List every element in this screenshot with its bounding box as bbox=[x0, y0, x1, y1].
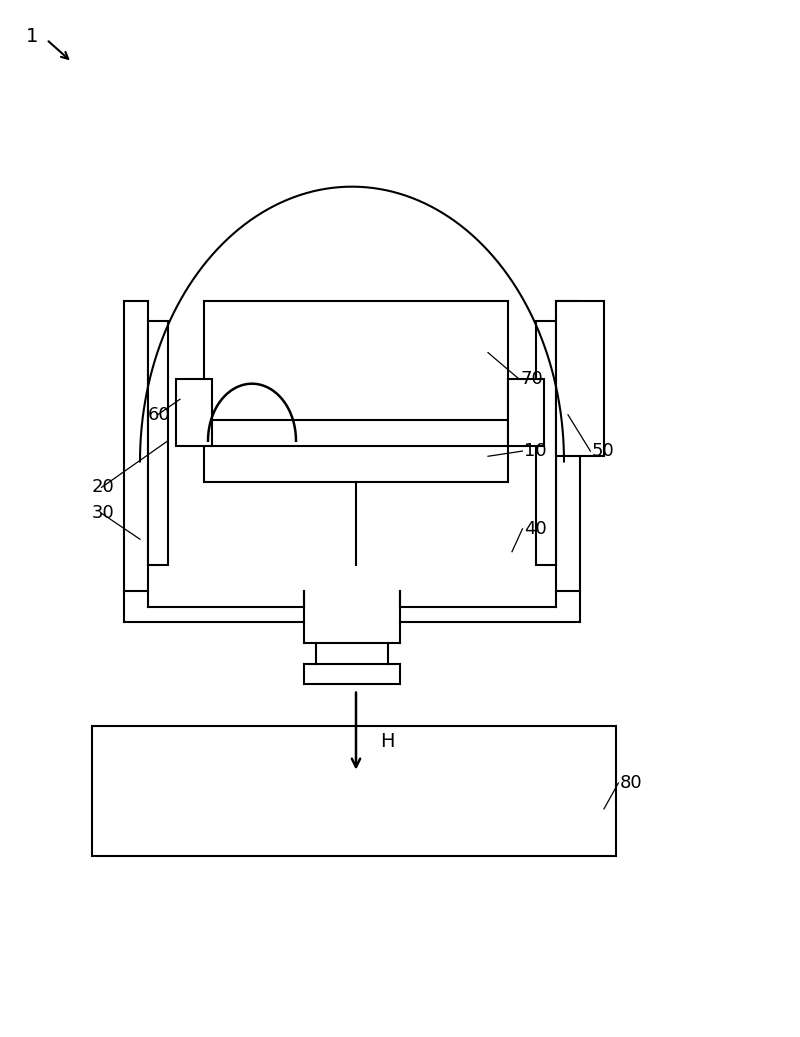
Text: 1: 1 bbox=[26, 27, 38, 46]
Text: 80: 80 bbox=[620, 774, 642, 792]
Text: 20: 20 bbox=[92, 478, 114, 497]
Text: 70: 70 bbox=[520, 369, 542, 388]
Text: 30: 30 bbox=[92, 504, 114, 523]
Bar bbox=[556, 301, 604, 456]
Text: 60: 60 bbox=[148, 405, 170, 424]
Bar bbox=[176, 379, 212, 446]
Bar bbox=[508, 379, 544, 446]
Bar bbox=[556, 301, 580, 591]
Bar bbox=[536, 321, 556, 565]
Bar bbox=[204, 301, 508, 482]
Text: 40: 40 bbox=[524, 520, 546, 538]
Text: 50: 50 bbox=[592, 442, 614, 460]
Text: H: H bbox=[380, 732, 394, 751]
Text: 10: 10 bbox=[524, 442, 546, 460]
Bar bbox=[92, 726, 616, 856]
Bar bbox=[124, 301, 148, 591]
Bar bbox=[148, 321, 168, 565]
